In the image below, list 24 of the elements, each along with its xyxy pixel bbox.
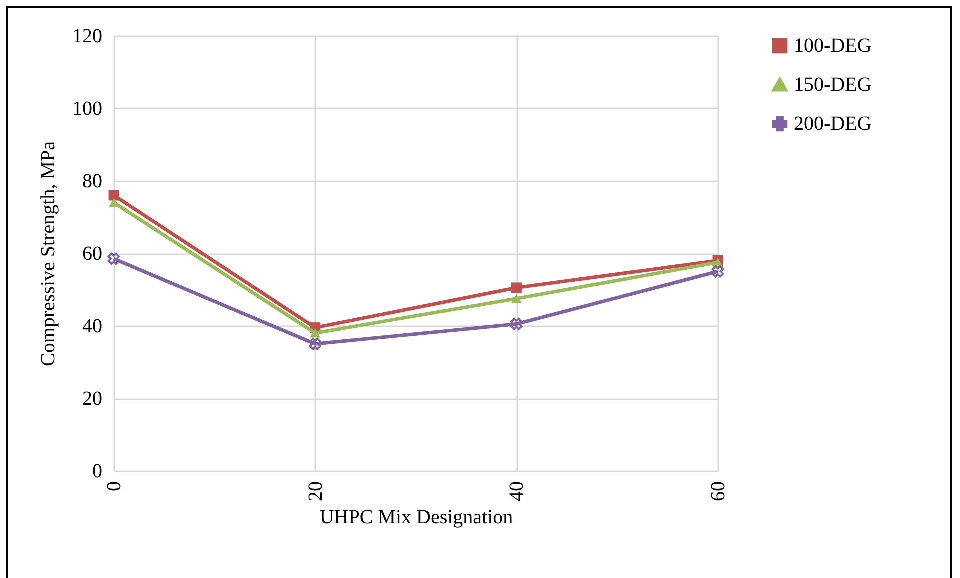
point [309, 338, 322, 350]
point [310, 328, 321, 338]
y-tick-label: 20 [82, 388, 102, 410]
point [511, 282, 522, 294]
y-tick-label: 80 [82, 170, 102, 192]
y-tick-label: 60 [82, 243, 102, 265]
x-tick-label: 0 [104, 482, 126, 492]
x-tick-label: 20 [304, 482, 327, 502]
y-axis-title: Compressive Strength, MPa [38, 141, 60, 366]
y-tick-label: 0 [92, 460, 102, 482]
legend-label: 100-DEG [794, 35, 872, 57]
point [510, 318, 523, 330]
point [712, 265, 724, 278]
legend-label: 150-DEG [794, 74, 872, 96]
legend-label: 200-DEG [794, 113, 872, 135]
x-tick-label: 60 [708, 482, 730, 502]
y-tick-label: 40 [82, 316, 102, 338]
point [108, 252, 120, 266]
x-tick-label: 40 [506, 482, 528, 502]
point [108, 198, 120, 208]
y-tick-label: 100 [72, 98, 102, 120]
point [511, 294, 522, 304]
x-axis-title: UHPC Mix Designation [320, 506, 514, 528]
y-tick-label: 120 [72, 26, 102, 48]
